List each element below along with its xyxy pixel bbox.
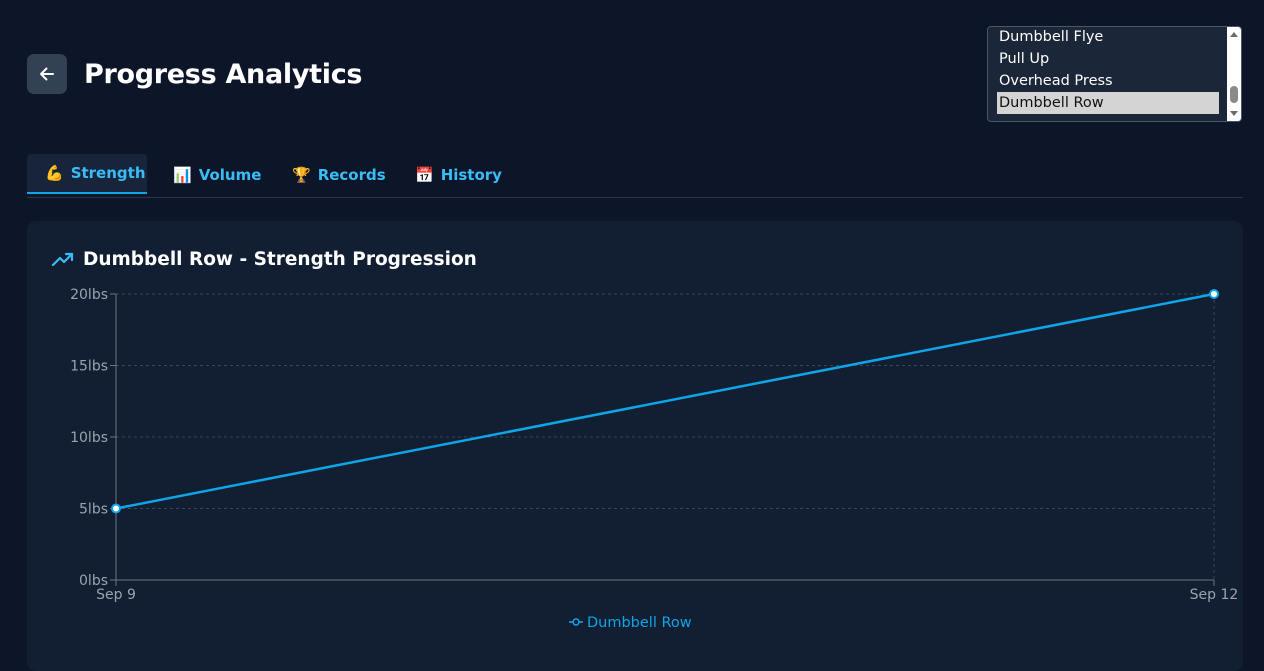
- tab-label: Volume: [198, 166, 262, 184]
- page-title: Progress Analytics: [84, 59, 363, 90]
- exercise-option-selected[interactable]: Dumbbell Row: [997, 92, 1219, 114]
- y-tick-label: 15lbs: [70, 359, 108, 375]
- trophy-icon: 🏆: [292, 166, 311, 184]
- tab-label: Strength: [70, 164, 146, 182]
- exercise-option[interactable]: Pull Up: [999, 51, 1050, 67]
- x-tick-label: Sep 12: [1190, 587, 1239, 603]
- x-tick-label: Sep 9: [96, 587, 136, 603]
- data-point: [111, 503, 121, 514]
- y-tick-label: 0lbs: [79, 573, 108, 589]
- tab-label: History: [440, 166, 502, 184]
- scrollbar[interactable]: [1227, 27, 1241, 121]
- exercise-select[interactable]: Dumbbell Flye Pull Up Overhead Press Dum…: [987, 26, 1242, 122]
- y-tick-label: 10lbs: [70, 430, 108, 446]
- tab-records[interactable]: 🏆 Records: [292, 154, 386, 196]
- back-button[interactable]: [27, 54, 67, 94]
- tab-strength[interactable]: 💪 Strength: [27, 154, 147, 194]
- exercise-option[interactable]: Overhead Press: [999, 73, 1113, 89]
- scroll-down-arrow-icon[interactable]: [1230, 111, 1238, 116]
- tab-history[interactable]: 📅 History: [415, 154, 502, 196]
- strength-line-chart: 0lbs 5lbs 10lbs 15lbs 20lbs Sep 9 Sep 12 Dumbbe…: [70, 287, 1239, 631]
- exercise-option[interactable]: Dumbbell Flye: [999, 29, 1104, 45]
- legend-marker-icon: [572, 618, 580, 626]
- scroll-up-arrow-icon[interactable]: [1230, 32, 1238, 37]
- tab-volume[interactable]: 📊 Volume: [173, 154, 261, 196]
- tab-label: Records: [317, 166, 386, 184]
- chart-card: [27, 221, 1243, 671]
- calendar-icon: 📅: [415, 166, 434, 184]
- bar-chart-icon: 📊: [173, 166, 192, 184]
- y-tick-label: 20lbs: [70, 287, 108, 303]
- scroll-thumb[interactable]: [1230, 86, 1238, 103]
- flexed-bicep-icon: 💪: [45, 164, 64, 182]
- arrow-left-icon: [40, 67, 54, 81]
- legend-label: Dumbbell Row: [587, 615, 692, 631]
- y-tick-label: 5lbs: [79, 502, 108, 518]
- tab-bar: 💪 Strength 📊 Volume 🏆 Records 📅 History: [27, 154, 1243, 198]
- series-line: [115, 292, 1215, 510]
- chart-title: Dumbbell Row - Strength Progression: [83, 249, 477, 270]
- data-point: [1209, 289, 1219, 299]
- trending-up-icon: [51, 252, 74, 267]
